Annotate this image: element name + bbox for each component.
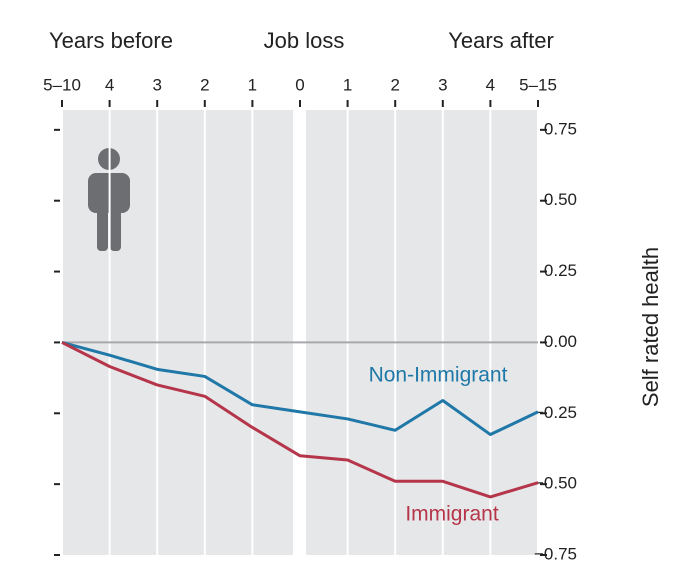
x-tick-label: 5–10 — [43, 75, 81, 94]
y-tick-label: 0.50 — [544, 190, 577, 209]
header: Years before — [49, 28, 173, 53]
x-tick-label: 2 — [200, 75, 209, 94]
y-tick-label: 0.25 — [544, 261, 577, 280]
y-tick-label: −0.25 — [534, 403, 577, 422]
x-tick-label: 1 — [248, 75, 257, 94]
y-tick-label: 0.75 — [544, 119, 577, 138]
y-tick-label: −0.75 — [534, 544, 577, 563]
y-tick-label: 0.00 — [544, 332, 577, 351]
series-line — [61, 340, 539, 437]
header: Years after — [448, 28, 554, 53]
series-label: Non-Immigrant — [369, 364, 508, 387]
x-tick-label: 4 — [105, 75, 114, 94]
panel-after — [306, 110, 538, 555]
x-tick-label: 5–15 — [519, 75, 557, 94]
x-tick-label: 2 — [390, 75, 399, 94]
x-tick-label: 0 — [295, 75, 304, 94]
x-tick-label: 3 — [438, 75, 447, 94]
x-tick-label: 4 — [486, 75, 495, 94]
x-tick-label: 3 — [152, 75, 161, 94]
x-tick-label: 1 — [343, 75, 352, 94]
series-line — [61, 341, 539, 499]
y-tick-label: −0.50 — [534, 474, 577, 493]
y-axis-label: Self rated health — [638, 247, 663, 407]
series-label: Immigrant — [405, 503, 499, 526]
header: Job loss — [264, 28, 345, 53]
